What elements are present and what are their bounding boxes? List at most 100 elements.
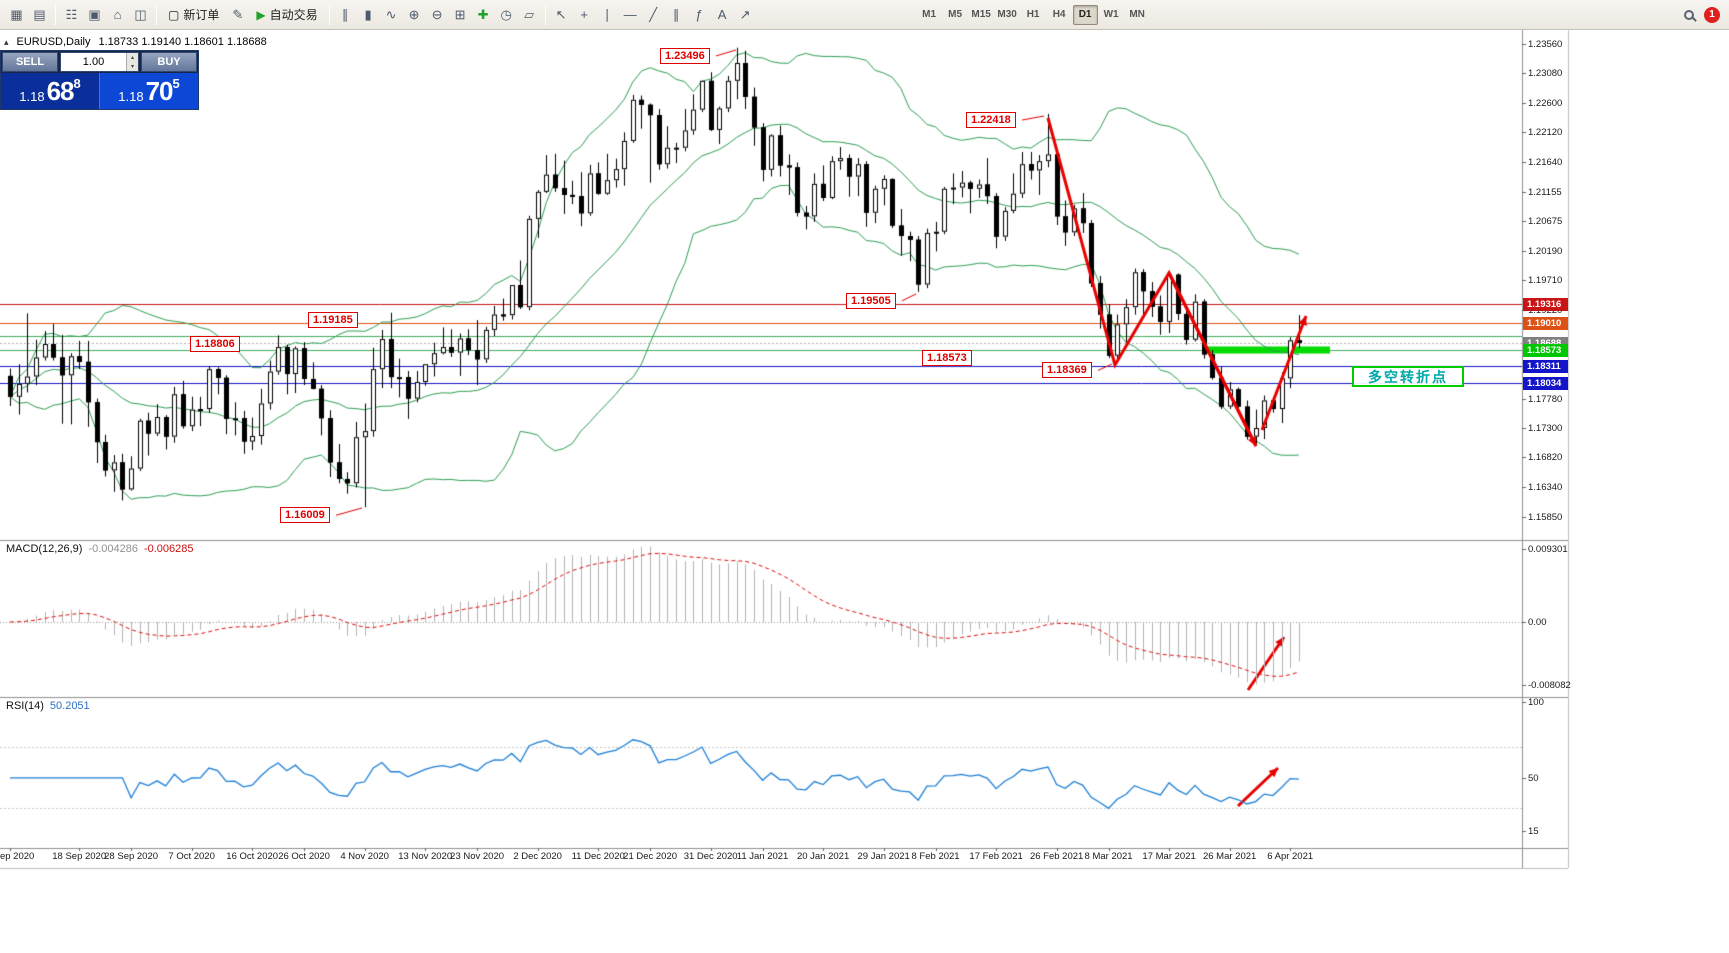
date-axis-label: 29 Jan 2021 xyxy=(857,851,910,862)
new-chart-icon[interactable]: ▦ xyxy=(5,3,28,26)
timeframe-m15[interactable]: M15 xyxy=(969,5,994,25)
price-scale-label: 1.23080 xyxy=(1528,68,1563,80)
toolbar-separator xyxy=(328,4,330,25)
indicators-icon[interactable]: ✚ xyxy=(472,3,495,26)
chart-ohlc-header: ▴ EURUSD,Daily 1.18733 1.19140 1.18601 1… xyxy=(4,36,267,48)
date-axis-label: 28 Sep 2020 xyxy=(104,851,159,862)
date-axis-label: 18 Sep 2020 xyxy=(52,851,107,862)
date-axis-label: 26 Oct 2020 xyxy=(278,851,330,862)
price-scale-label: 1.22600 xyxy=(1528,97,1563,109)
price-annotation[interactable]: 1.16009 xyxy=(280,507,330,524)
timeframe-h1[interactable]: H1 xyxy=(1021,5,1046,25)
vertical-line-icon[interactable]: ∣ xyxy=(596,3,619,26)
macd-scale-label: 0.00 xyxy=(1528,617,1547,628)
price-annotation[interactable]: 1.23496 xyxy=(660,47,710,64)
price-scale-label: 1.16340 xyxy=(1528,481,1563,493)
price-scale-label: 1.19710 xyxy=(1528,275,1563,287)
toolbar-separator xyxy=(55,4,56,25)
sell-price: 1.18 68 8 xyxy=(1,73,99,109)
price-scale-label: 1.21155 xyxy=(1528,186,1562,198)
date-axis-label: 11 Dec 2020 xyxy=(571,851,625,862)
rsi-scale-label: 50 xyxy=(1528,772,1539,784)
price-scale-label: 1.16820 xyxy=(1528,452,1563,464)
date-axis-label: 13 Nov 2020 xyxy=(398,851,453,862)
price-scale-label: 1.20190 xyxy=(1528,245,1563,257)
cursor-icon[interactable]: ↖ xyxy=(550,3,573,26)
price-scale-label: 1.15850 xyxy=(1528,512,1563,523)
metaeditor-icon[interactable]: ✎ xyxy=(226,3,249,26)
bar-chart-icon[interactable]: ∥ xyxy=(334,3,357,26)
timeframe-mn[interactable]: MN xyxy=(1125,5,1150,25)
date-axis-label: 4 Nov 2020 xyxy=(340,851,389,862)
channel-icon[interactable]: ∥ xyxy=(665,3,688,26)
periods-icon[interactable]: ◷ xyxy=(495,3,518,26)
arrows-icon[interactable]: ↗ xyxy=(734,3,757,26)
date-axis-label: 26 Feb 2021 xyxy=(1029,851,1084,862)
buy-button[interactable]: BUY xyxy=(141,52,197,72)
timeframe-m30[interactable]: M30 xyxy=(995,5,1020,25)
macd-scale-label: 0.009301 xyxy=(1528,544,1568,556)
templates-icon[interactable]: ▱ xyxy=(518,3,541,26)
price-scale-label: 1.23560 xyxy=(1528,39,1563,50)
date-axis-label: 8 Mar 2021 xyxy=(1084,851,1133,862)
volume-decrement-icon[interactable]: ▾ xyxy=(127,62,138,71)
price-scale-label: 1.17780 xyxy=(1528,393,1563,405)
date-axis-label: 31 Dec 2020 xyxy=(683,851,738,862)
price-annotation[interactable]: 1.18573 xyxy=(922,349,972,366)
horizontal-line-icon[interactable]: ― xyxy=(619,3,642,26)
timeframe-m1[interactable]: M1 xyxy=(917,5,942,25)
timeframe-h4[interactable]: H4 xyxy=(1047,5,1072,25)
macd-label: MACD(12,26,9) -0.004286 -0.006285 xyxy=(6,543,194,555)
notification-badge[interactable]: 1 xyxy=(1704,6,1720,23)
profiles-icon[interactable]: ▤ xyxy=(28,3,51,26)
new-order-icon: ▢ xyxy=(168,7,180,22)
price-annotation[interactable]: 1.22418 xyxy=(966,112,1016,129)
trendline-icon[interactable]: ╱ xyxy=(642,3,665,26)
date-axis-label: 11 Jan 2021 xyxy=(736,851,789,862)
rsi-scale-label: 100 xyxy=(1528,697,1544,708)
price-annotation[interactable]: 1.19505 xyxy=(846,292,896,309)
timeframe-m5[interactable]: M5 xyxy=(943,5,968,25)
toolbar: ▦ ▤ ☷ ▣ ⌂ ◫ ▢ 新订单 ✎ ▶ 自动交易 ∥ ▮ ∿ ⊕ ⊖ ⊞ ✚ ◷ ▱ ↖ + ∣ ― ╱ ∥ ƒ… xyxy=(0,0,1729,30)
terminal-icon[interactable]: ◫ xyxy=(129,3,152,26)
timeframe-d1[interactable]: D1 xyxy=(1072,4,1098,25)
price-tag: 1.18034 xyxy=(1523,377,1568,390)
timeframe-w1[interactable]: W1 xyxy=(1099,5,1124,25)
date-axis-label: 8 Sep 2020 xyxy=(0,851,35,862)
zoom-in-icon[interactable]: ⊕ xyxy=(403,3,426,26)
date-axis-label: 17 Mar 2021 xyxy=(1142,851,1196,862)
toolbar-separator xyxy=(544,4,546,25)
collapse-arrow-icon[interactable]: ▴ xyxy=(4,36,9,47)
price-annotation[interactable]: 1.18369 xyxy=(1042,362,1092,379)
price-scale-label: 1.17300 xyxy=(1528,423,1563,435)
price-annotation[interactable]: 1.18806 xyxy=(190,335,240,352)
ohlc-values: 1.18733 1.19140 1.18601 1.18688 xyxy=(98,36,267,48)
autotrade-button[interactable]: ▶ 自动交易 xyxy=(249,3,324,26)
autotrade-icon: ▶ xyxy=(256,7,266,22)
data-window-icon[interactable]: ▣ xyxy=(83,3,106,26)
new-order-button[interactable]: ▢ 新订单 xyxy=(161,3,226,26)
line-chart-icon[interactable]: ∿ xyxy=(380,3,403,26)
tile-windows-icon[interactable]: ⊞ xyxy=(449,3,472,26)
zoom-out-icon[interactable]: ⊖ xyxy=(426,3,449,26)
new-order-label: 新订单 xyxy=(183,7,220,22)
price-annotation[interactable]: 1.19185 xyxy=(308,312,358,329)
volume-input[interactable] xyxy=(61,53,127,71)
navigator-icon[interactable]: ⌂ xyxy=(106,3,129,26)
price-scale-label: 1.21640 xyxy=(1528,156,1563,168)
crosshair-icon[interactable]: + xyxy=(573,3,596,26)
market-watch-icon[interactable]: ☷ xyxy=(60,3,83,26)
turning-point-label[interactable]: 多空转折点 xyxy=(1352,366,1464,387)
fibonacci-icon[interactable]: ƒ xyxy=(688,3,711,26)
text-icon[interactable]: A xyxy=(711,3,734,26)
macd-scale-label: -0.008082 xyxy=(1528,680,1571,692)
candlestick-chart-icon[interactable]: ▮ xyxy=(357,3,380,26)
search-icon[interactable] xyxy=(1677,3,1700,26)
sell-button[interactable]: SELL xyxy=(2,52,58,72)
rsi-label: RSI(14) 50.2051 xyxy=(6,700,90,712)
date-axis-label: 8 Feb 2021 xyxy=(911,851,960,862)
date-axis-label: 26 Mar 2021 xyxy=(1202,851,1257,862)
volume-increment-icon[interactable]: ▴ xyxy=(127,53,138,62)
